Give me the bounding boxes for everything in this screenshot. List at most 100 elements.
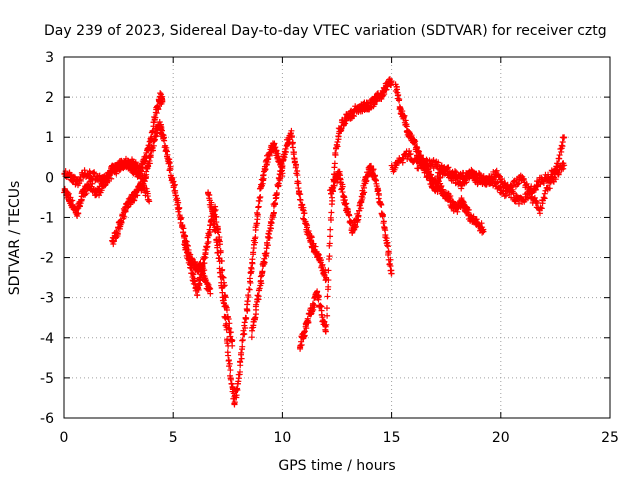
data-point [294, 172, 301, 179]
data-point [233, 392, 240, 399]
data-point [164, 151, 171, 158]
data-point [327, 217, 334, 224]
data-point [292, 162, 299, 169]
data-point [65, 190, 72, 197]
data-point [407, 150, 414, 157]
data-point [154, 102, 161, 109]
data-point [305, 318, 312, 325]
data-point [105, 174, 112, 181]
data-point [560, 165, 567, 172]
data-point [324, 293, 331, 300]
data-point [224, 340, 231, 347]
series-track-e [205, 140, 286, 408]
data-point [388, 270, 395, 277]
data-point [131, 197, 138, 204]
data-point [170, 182, 177, 189]
data-point [327, 233, 334, 240]
data-point [188, 264, 195, 271]
data-point [249, 256, 256, 263]
data-point [114, 231, 121, 238]
data-point [437, 174, 444, 181]
data-point [519, 196, 526, 203]
data-point [70, 173, 77, 180]
data-point [199, 267, 206, 274]
data-point [264, 159, 271, 166]
data-point [121, 213, 128, 220]
data-point [279, 158, 286, 165]
data-point [503, 192, 510, 199]
data-point [387, 256, 394, 263]
data-point [207, 222, 214, 229]
data-point [508, 194, 515, 201]
data-point [414, 145, 421, 152]
data-point [153, 110, 160, 117]
data-point [400, 113, 407, 120]
data-point [204, 240, 211, 247]
data-point [317, 257, 324, 264]
data-point [257, 194, 264, 201]
data-point [295, 180, 302, 187]
series-track-b [61, 155, 153, 205]
data-point [298, 341, 305, 348]
data-point [158, 127, 165, 134]
data-point [339, 189, 346, 196]
data-point [118, 157, 125, 164]
data-point [249, 327, 256, 334]
data-point [257, 273, 264, 280]
series-track-h [327, 162, 395, 277]
data-point [228, 381, 235, 388]
data-point [509, 182, 516, 189]
data-point [147, 152, 154, 159]
data-point [494, 179, 501, 186]
y-axis-ticks: -6 -5 -4 -3 -2 -1 0 1 2 3 [40, 50, 610, 427]
data-point [515, 200, 522, 207]
data-point [546, 185, 553, 192]
data-point [187, 261, 194, 268]
data-point [181, 241, 188, 248]
y-tick-label: -6 [40, 411, 54, 427]
data-point [215, 229, 222, 236]
data-point [247, 279, 254, 286]
data-point [321, 318, 328, 325]
series-track-k [423, 156, 568, 217]
data-point [243, 315, 250, 322]
data-point [195, 286, 202, 293]
data-point [252, 234, 259, 241]
data-point [190, 271, 197, 278]
data-point [514, 181, 521, 188]
data-point [227, 329, 234, 336]
data-point [343, 200, 350, 207]
data-point [205, 190, 212, 197]
x-tick-label: 20 [492, 430, 510, 446]
data-point [438, 162, 445, 169]
data-point [250, 245, 257, 252]
data-point [325, 267, 332, 274]
data-point [325, 283, 332, 290]
data-point [445, 164, 452, 171]
data-point [272, 201, 279, 208]
data-point [515, 180, 522, 187]
data-point [143, 173, 150, 180]
data-point [267, 225, 274, 232]
data-point [401, 112, 408, 119]
data-point [153, 132, 160, 139]
data-point [253, 301, 260, 308]
data-point [262, 166, 269, 173]
data-point [179, 222, 186, 229]
data-point [178, 214, 185, 221]
y-tick-label: -5 [40, 371, 54, 387]
data-point [299, 202, 306, 209]
y-tick-label: 2 [45, 90, 54, 106]
data-point [380, 218, 387, 225]
data-point [342, 201, 349, 208]
data-point [143, 155, 150, 162]
data-point [537, 204, 544, 211]
data-point [526, 186, 533, 193]
chart-title: Day 239 of 2023, Sidereal Day-to-day VTE… [44, 23, 607, 39]
series-track-g [297, 76, 395, 352]
x-tick-label: 5 [169, 430, 178, 446]
data-point [118, 219, 125, 226]
data-point [388, 78, 395, 85]
data-point [256, 285, 263, 292]
data-point [297, 197, 304, 204]
